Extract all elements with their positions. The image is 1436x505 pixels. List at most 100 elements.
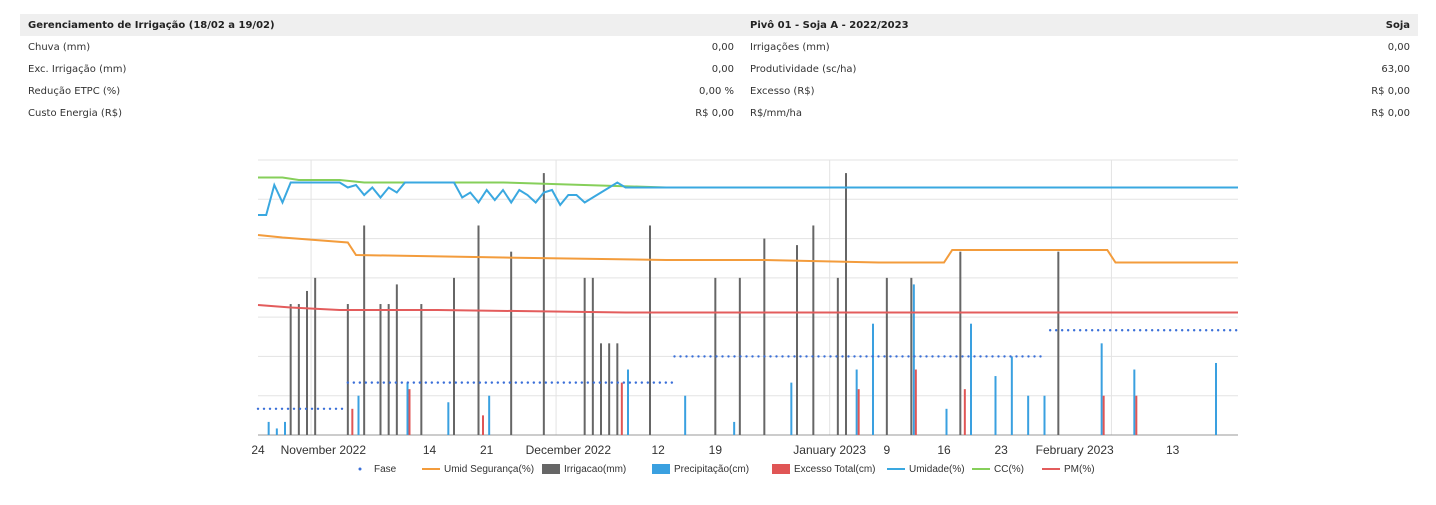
fase-point bbox=[496, 381, 500, 384]
legend-label[interactable]: Precipitação(cm) bbox=[674, 464, 749, 475]
fase-point bbox=[1156, 329, 1160, 332]
fase-point bbox=[262, 407, 266, 411]
legend-label[interactable]: Umid Segurança(%) bbox=[444, 464, 534, 475]
fase-point bbox=[298, 407, 302, 411]
excesso-bar bbox=[351, 408, 354, 435]
precipitacao-bar bbox=[447, 402, 450, 435]
fase-point bbox=[334, 407, 338, 411]
fase-point bbox=[412, 381, 416, 384]
irrigacao-bar bbox=[600, 343, 602, 435]
irrigacao-bar bbox=[314, 277, 317, 435]
fase-point bbox=[490, 381, 494, 384]
fase-point bbox=[376, 381, 380, 384]
crop-name: Soja bbox=[1178, 14, 1418, 36]
precipitacao-bar bbox=[790, 382, 793, 435]
fase-point bbox=[430, 381, 434, 384]
summary-row: Custo Energia (R$) R$ 0,00 R$/mm/ha R$ 0… bbox=[20, 102, 1418, 124]
fase-point bbox=[961, 355, 964, 358]
legend-marker bbox=[652, 464, 670, 474]
fase-point bbox=[484, 381, 488, 384]
metric-value: R$ 0,00 bbox=[695, 107, 734, 119]
x-tick-label: 23 bbox=[994, 443, 1008, 457]
fase-point bbox=[877, 355, 880, 358]
fase-point bbox=[556, 381, 560, 384]
fase-point bbox=[919, 355, 922, 358]
fase-point bbox=[691, 355, 694, 358]
irrigacao-bar bbox=[649, 225, 651, 435]
fase-point bbox=[745, 355, 748, 358]
fase-point bbox=[370, 381, 374, 384]
fase-point bbox=[394, 381, 398, 384]
fase-point bbox=[751, 355, 754, 358]
fase-point bbox=[1138, 329, 1142, 332]
fase-point bbox=[907, 355, 910, 358]
fase-point bbox=[592, 381, 596, 384]
legend-label[interactable]: Irrigacao(mm) bbox=[564, 464, 626, 475]
fase-point bbox=[604, 381, 608, 384]
irrigacao-bar bbox=[395, 284, 398, 435]
fase-point bbox=[697, 355, 700, 358]
fase-point bbox=[1228, 329, 1232, 332]
fase-point bbox=[400, 381, 404, 384]
fase-point bbox=[847, 355, 850, 358]
fase-point bbox=[967, 355, 970, 358]
irrigacao-bar bbox=[763, 238, 766, 435]
fase-point bbox=[1021, 355, 1024, 358]
fase-point bbox=[889, 355, 892, 358]
legend-label[interactable]: Umidade(%) bbox=[909, 464, 965, 475]
irrigacao-bar bbox=[346, 304, 349, 435]
legend-label[interactable]: PM(%) bbox=[1064, 464, 1095, 475]
fase-point bbox=[1168, 329, 1172, 332]
excesso-bar bbox=[408, 389, 411, 435]
fase-point bbox=[436, 381, 440, 384]
excesso-bar bbox=[963, 389, 966, 435]
irrigacao-bar bbox=[836, 277, 839, 435]
fase-point bbox=[1072, 329, 1076, 332]
fase-point bbox=[727, 355, 730, 358]
metric-value: 0,00 bbox=[711, 63, 734, 75]
legend-label[interactable]: Fase bbox=[374, 464, 397, 475]
precipitacao-bar bbox=[275, 428, 278, 435]
x-tick-label: 19 bbox=[709, 443, 723, 457]
fase-point bbox=[1033, 355, 1036, 358]
irrigacao-bar bbox=[885, 277, 888, 435]
fase-point bbox=[811, 355, 814, 358]
fase-point bbox=[472, 381, 476, 384]
fase-point bbox=[721, 355, 724, 358]
fase-point bbox=[1048, 329, 1052, 332]
legend-label[interactable]: Excesso Total(cm) bbox=[794, 464, 876, 475]
precipitacao-bar bbox=[733, 421, 736, 435]
precipitacao-bar bbox=[872, 323, 874, 435]
fase-point bbox=[316, 407, 320, 411]
metric-value: 63,00 bbox=[1381, 63, 1410, 75]
excesso-bar bbox=[857, 389, 860, 435]
fase-point bbox=[793, 355, 796, 358]
fase-point bbox=[598, 381, 602, 384]
legend-label[interactable]: CC(%) bbox=[994, 464, 1024, 475]
x-tick-label: 24 bbox=[251, 443, 265, 457]
fase-point bbox=[634, 381, 638, 384]
fase-point bbox=[787, 355, 790, 358]
precipitacao-bar bbox=[945, 408, 948, 435]
fase-point bbox=[274, 407, 278, 411]
excesso-bar bbox=[1135, 395, 1138, 435]
fase-point bbox=[1060, 329, 1064, 332]
metric-label: Irrigações (mm) bbox=[750, 41, 830, 53]
x-tick-label: 9 bbox=[883, 443, 890, 457]
fase-point bbox=[352, 381, 356, 384]
fase-point bbox=[871, 355, 874, 358]
chart-bars bbox=[267, 173, 1217, 435]
fase-point bbox=[1108, 329, 1112, 332]
fase-point bbox=[949, 355, 952, 358]
fase-point bbox=[1114, 329, 1118, 332]
irrigacao-bar bbox=[845, 173, 847, 435]
fase-point bbox=[943, 355, 946, 358]
metric-value: 0,00 bbox=[1387, 41, 1410, 53]
precipitacao-bar bbox=[1010, 356, 1013, 435]
fase-point bbox=[1096, 329, 1100, 332]
precipitacao-bar bbox=[855, 369, 858, 435]
fase-point bbox=[805, 355, 808, 358]
series-line bbox=[257, 304, 1238, 314]
series-line bbox=[258, 181, 1238, 216]
fase-point bbox=[610, 381, 614, 384]
